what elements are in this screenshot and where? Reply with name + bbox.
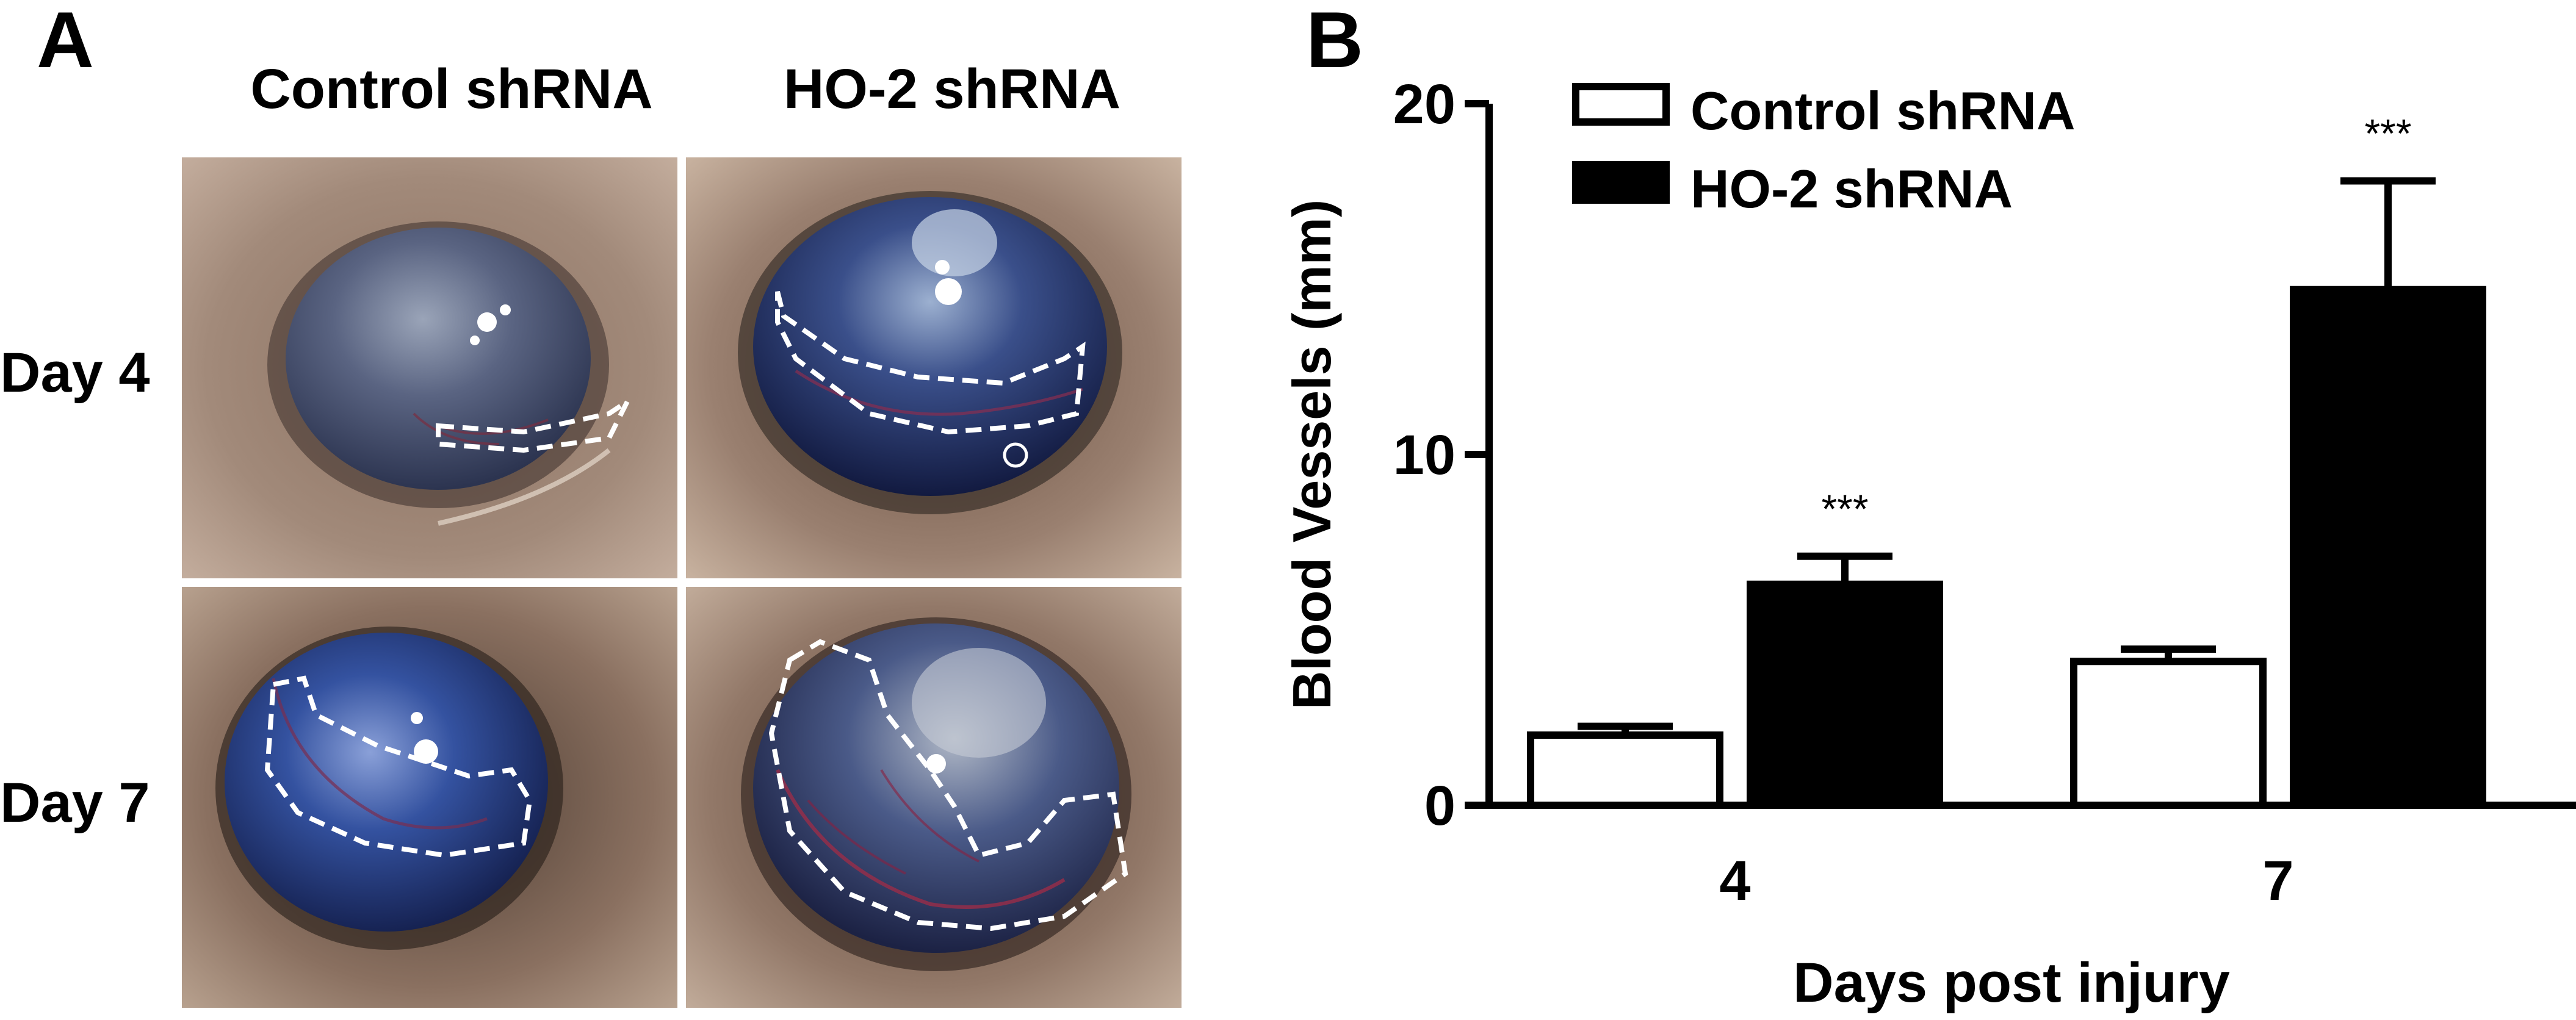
- y-tick-label: 20: [1393, 73, 1456, 135]
- column-label-ho2: HO-2 shRNA: [783, 58, 1121, 120]
- legend-label: HO-2 shRNA: [1690, 159, 2013, 219]
- significance-label: ***: [2364, 111, 2411, 156]
- y-tick-label: 10: [1393, 424, 1456, 486]
- bar: [2070, 658, 2267, 809]
- x-axis-title: Days post injury: [1793, 952, 2230, 1014]
- x-tick-label: 4: [1719, 850, 1750, 912]
- x-tick-label: 7: [2262, 850, 2293, 912]
- panel-label-b: B: [1306, 0, 1363, 84]
- row-label-day4: Day 4: [0, 342, 150, 404]
- panel-label-a: A: [37, 0, 94, 84]
- y-tick-label: 0: [1424, 775, 1456, 837]
- bar: [1747, 580, 1943, 809]
- eye-photo-day7-ho2: [686, 587, 1182, 1008]
- legend-swatch: [1572, 83, 1670, 126]
- significance-label: ***: [1821, 486, 1868, 531]
- eye-photo-day4-control: [182, 157, 677, 578]
- column-label-control: Control shRNA: [250, 58, 653, 120]
- legend-swatch: [1572, 161, 1670, 204]
- legend-label: Control shRNA: [1690, 81, 2076, 141]
- bar: [1527, 731, 1723, 809]
- row-label-day7: Day 7: [0, 772, 150, 834]
- bar: [2290, 286, 2486, 809]
- eye-photo-day7-control: [182, 587, 677, 1008]
- y-axis-title: Blood Vessels (mm): [1282, 199, 1342, 709]
- eye-photo-day4-ho2: [686, 157, 1182, 578]
